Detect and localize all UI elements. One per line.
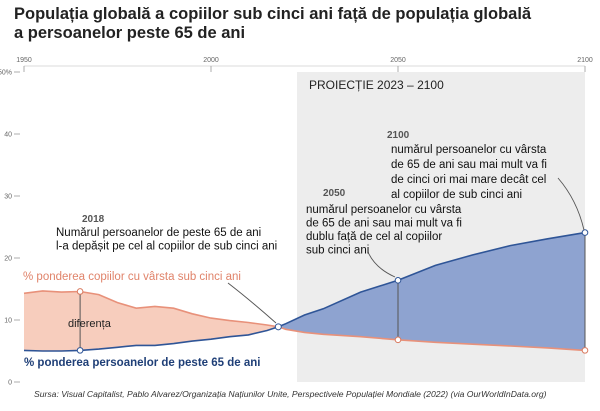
- y-tick-label-10: 10: [4, 318, 12, 325]
- y-tick-label-20: 20: [4, 256, 12, 263]
- series-label-children: % ponderea copiilor cu vârsta sub cinci …: [23, 271, 241, 283]
- area-difference-children: [24, 290, 279, 351]
- elderly-point-2050: [394, 277, 402, 284]
- callout-2100: [557, 177, 585, 231]
- annotation-2050-line-3: sub cinci ani: [306, 245, 369, 257]
- elderly-point-1965: [76, 347, 84, 354]
- y-tick-label-40: 40: [4, 132, 12, 139]
- children-point-2050: [394, 336, 402, 344]
- children-point-1965: [76, 288, 84, 295]
- x-tick-label-2000: 2000: [203, 57, 219, 64]
- annotation-2018-line-0: Numărul persoanelor de peste 65 de ani: [56, 227, 261, 239]
- annotation-year-2100: 2100: [387, 130, 410, 141]
- chart-title-line-2: a persoanelor peste 65 de ani: [14, 24, 246, 42]
- children-point-2100: [581, 347, 589, 354]
- annotation-2018-line-1: l-a depășit pe cel al copiilor de sub ci…: [56, 241, 277, 253]
- y-tick-label-50: 50%: [0, 70, 12, 77]
- projection-label: PROIECȚIE 2023 – 2100: [309, 78, 444, 92]
- chart-title-line-1: Populația globală a copiilor sub cinci a…: [14, 5, 532, 23]
- chart-title: Populația globală a copiilor sub cinci a…: [14, 5, 594, 43]
- x-tick-label-1950: 1950: [16, 57, 32, 64]
- series-label-elderly: % ponderea persoanelor de peste 65 de an…: [24, 357, 260, 369]
- callout-2050: [367, 251, 396, 278]
- annotation-2050-line-2: dublu față de cel al copiilor: [306, 231, 442, 243]
- annotation-2100-line-1: de 65 de ani sau mai mult va fi: [391, 159, 547, 171]
- annotation-2100-line-0: numărul persoanelor cu vârsta: [391, 144, 547, 156]
- annotation-year-2018: 2018: [82, 214, 105, 225]
- series-line-0: [23, 290, 586, 352]
- difference-label: diferența: [68, 318, 112, 330]
- x-tick-label-2050: 2050: [390, 57, 406, 64]
- annotation-2100-line-3: al copiilor de sub cinci ani: [391, 189, 522, 201]
- annotation-year-2050: 2050: [323, 188, 346, 199]
- y-tick-label-30: 30: [4, 194, 12, 201]
- series-line-1: [23, 231, 586, 352]
- x-tick-label-2100: 2100: [577, 57, 593, 64]
- callout-2018: [227, 282, 277, 324]
- crossover-point: [274, 323, 282, 331]
- area-difference-elderly: [278, 232, 585, 351]
- y-tick-label-0: 0: [8, 380, 12, 387]
- annotation-2050-line-1: de 65 de ani sau mai mult va fi: [306, 218, 462, 230]
- annotation-2100-line-2: de cinci ori mai mare decât cel: [391, 174, 546, 186]
- source-note: Sursa: Visual Capitalist, Pablo Alvarez/…: [34, 389, 547, 399]
- annotation-2050-line-0: numărul persoanelor cu vârsta: [306, 204, 462, 216]
- elderly-point-2100: [581, 229, 589, 236]
